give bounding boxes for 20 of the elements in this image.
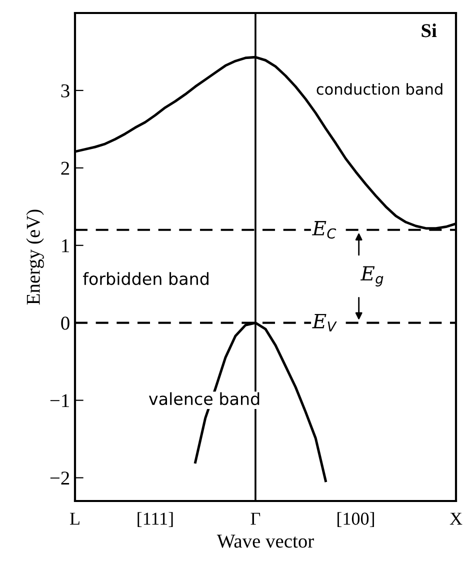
x-tick-label: X [450, 512, 462, 525]
x-tick-label: [100] [338, 512, 374, 528]
y-axis-title: Energy (eV) [26, 210, 44, 305]
annotation: conduction band [316, 83, 442, 95]
annotation: forbidden band [83, 272, 208, 286]
x-axis-title: Wave vector [216, 534, 314, 548]
y-tick-label: −1 [50, 394, 69, 408]
y-tick-label: 1 [62, 239, 69, 252]
annotation: valence band [148, 392, 260, 406]
x-tick-label: [111] [138, 512, 173, 528]
y-tick-label: 0 [61, 316, 70, 330]
annotation: E$_{g}$ [360, 266, 384, 286]
ref-line-label: E$_{V}$ [312, 314, 337, 332]
y-tick-label: −2 [50, 472, 70, 485]
ref-line-label: E$_{C}$ [312, 221, 336, 239]
annotation: Si [422, 24, 437, 38]
y-tick-label: 2 [61, 162, 70, 175]
y-tick-label: 3 [61, 84, 70, 98]
x-tick-label: L [70, 512, 80, 525]
x-tick-label: Γ [250, 512, 260, 525]
